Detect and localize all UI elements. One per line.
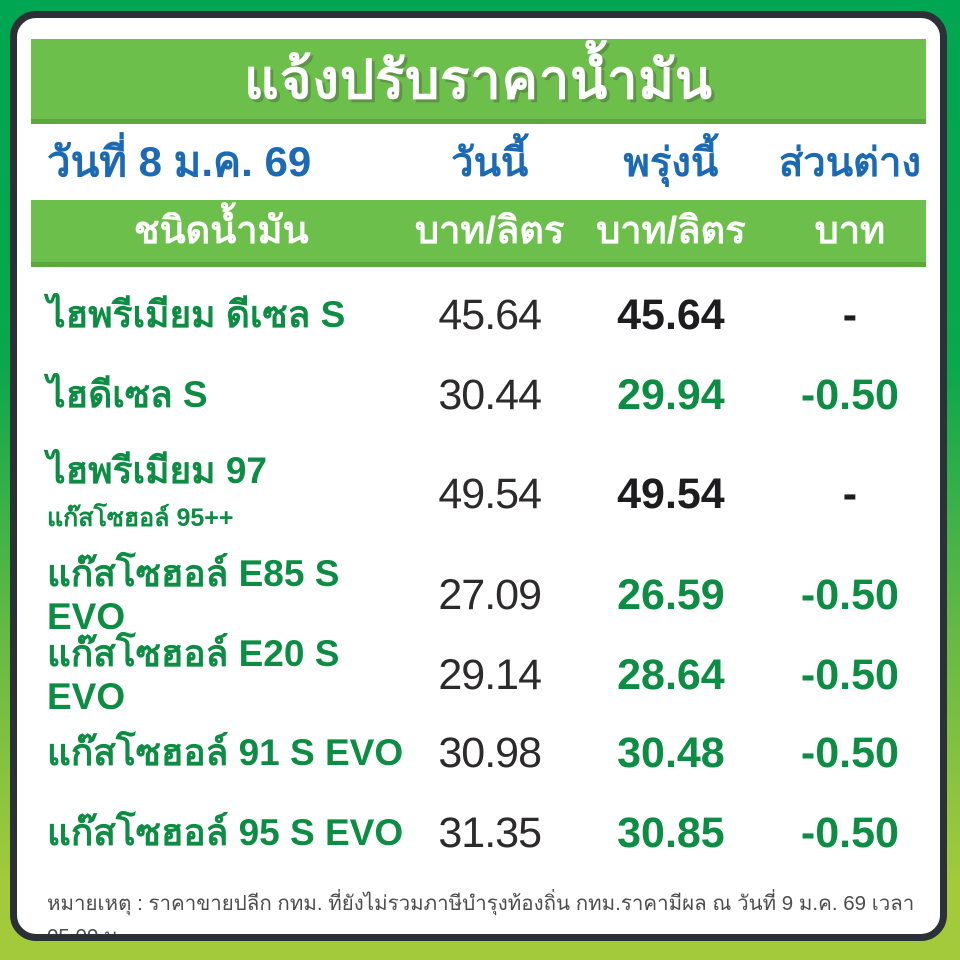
fuel-name: แก๊สโซฮอล์ E20 S EVO (47, 633, 340, 717)
table-row: ไฮพรีเมียม 97 แก๊สโซฮอล์ 95++ 49.54 49.5… (31, 435, 926, 553)
price-tomorrow: 29.94 (617, 370, 725, 419)
unit-label-difference: บาท (814, 210, 886, 252)
price-table-body: ไฮพรีเมียม ดีเซล S 45.64 45.64 - ไฮดีเซล… (31, 275, 926, 873)
date-label: วันที่ 8 ม.ค. 69 (47, 138, 312, 185)
price-tomorrow: 49.54 (617, 469, 725, 518)
price-today: 45.64 (438, 290, 542, 339)
fuel-name: ไฮพรีเมียม 97 (47, 449, 267, 491)
price-today: 27.09 (438, 571, 542, 620)
column-header-tomorrow: พรุ่งนี้ (623, 141, 719, 185)
price-tomorrow: 45.64 (617, 290, 725, 339)
price-tomorrow: 30.85 (617, 808, 725, 857)
price-difference: -0.50 (800, 571, 899, 620)
table-row: แก๊สโซฮอล์ E85 S EVO 27.09 26.59 -0.50 (31, 553, 926, 637)
table-row: แก๊สโซฮอล์ E20 S EVO 29.14 28.64 -0.50 (31, 633, 926, 717)
price-difference: -0.50 (800, 370, 899, 419)
price-difference: -0.50 (800, 728, 899, 777)
price-today: 30.44 (438, 370, 542, 419)
price-today: 49.54 (438, 469, 542, 518)
unit-label-today: บาท/ลิตร (414, 210, 565, 252)
column-header-fuel-type: ชนิดน้ำมัน (133, 210, 309, 252)
fuel-name: ไฮพรีเมียม ดีเซล S (47, 293, 346, 335)
page-title: แจ้งปรับราคาน้ำมัน (244, 50, 713, 110)
fuel-name: แก๊สโซฮอล์ 95 S EVO (47, 811, 404, 853)
column-header-today: วันนี้ (451, 141, 529, 185)
price-tomorrow: 30.48 (617, 728, 725, 777)
price-difference: -0.50 (800, 808, 899, 857)
price-today: 29.14 (438, 651, 542, 700)
fuel-name-cell: ไฮพรีเมียม 97 แก๊สโซฮอล์ 95++ (31, 450, 411, 539)
fuel-name-cell: แก๊สโซฮอล์ E85 S EVO (31, 553, 411, 638)
fuel-name-cell: ไฮดีเซล S (31, 374, 411, 417)
unit-label-tomorrow: บาท/ลิตร (596, 210, 746, 252)
column-header-difference: ส่วนต่าง (778, 141, 921, 185)
price-difference: - (842, 290, 858, 339)
price-today: 30.98 (438, 728, 542, 777)
fuel-name-cell: แก๊สโซฮอล์ E20 S EVO (31, 633, 411, 718)
fuel-subtitle: แก๊สโซฮอล์ 95++ (47, 504, 234, 533)
table-row: แก๊สโซฮอล์ 95 S EVO 31.35 30.85 -0.50 (31, 793, 926, 873)
fuel-name-cell: ไฮพรีเมียม ดีเซล S (31, 294, 411, 337)
fuel-name: แก๊สโซฮอล์ 91 S EVO (47, 731, 404, 773)
table-row: ไฮดีเซล S 30.44 29.94 -0.50 (31, 355, 926, 435)
title-band: แจ้งปรับราคาน้ำมัน (31, 39, 926, 124)
price-announcement-card: แจ้งปรับราคาน้ำมัน วันที่ 8 ม.ค. 69 วันน… (10, 11, 947, 941)
table-row: แก๊สโซฮอล์ 91 S EVO 30.98 30.48 -0.50 (31, 713, 926, 793)
price-difference: -0.50 (800, 651, 899, 700)
units-header-band: ชนิดน้ำมัน บาท/ลิตร บาท/ลิตร บาท (31, 200, 926, 267)
price-difference: - (842, 469, 858, 518)
fuel-name: ไฮดีเซล S (47, 373, 208, 415)
table-row: ไฮพรีเมียม ดีเซล S 45.64 45.64 - (31, 275, 926, 355)
price-tomorrow: 28.64 (617, 651, 725, 700)
fuel-name-cell: แก๊สโซฮอล์ 91 S EVO (31, 732, 411, 775)
fuel-name: แก๊สโซฮอล์ E85 S EVO (47, 553, 340, 637)
price-tomorrow: 26.59 (617, 571, 725, 620)
date-header-row: วันที่ 8 ม.ค. 69 วันนี้ พรุ่งนี้ ส่วนต่า… (31, 124, 926, 200)
fuel-name-cell: แก๊สโซฮอล์ 95 S EVO (31, 812, 411, 855)
price-today: 31.35 (438, 808, 542, 857)
footnote: หมายเหตุ : ราคาขายปลีก กทม. ที่ยังไม่รวม… (47, 892, 915, 941)
